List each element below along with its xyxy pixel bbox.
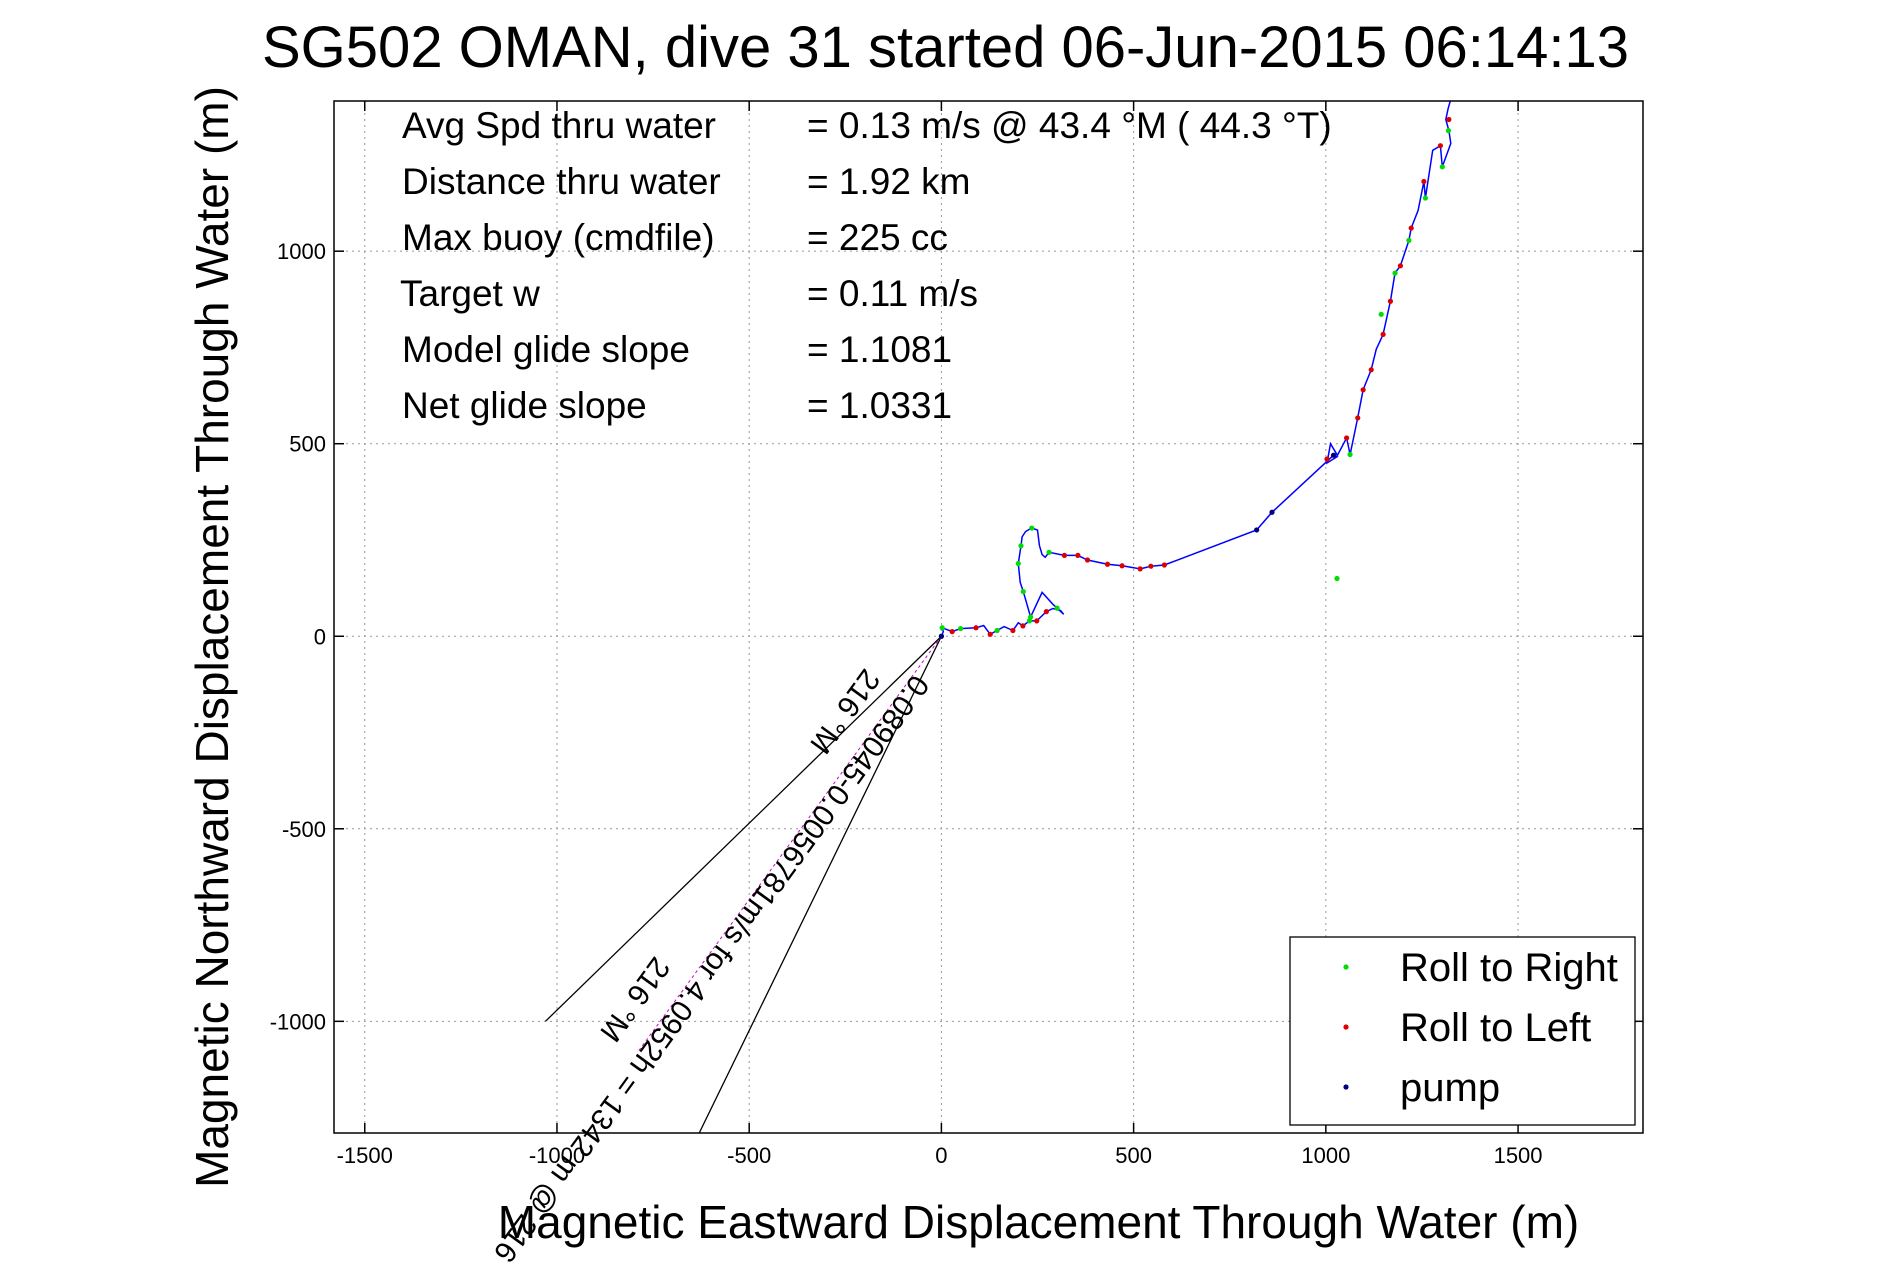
x-tick-label: -500 [727, 1143, 771, 1168]
roll-left-point [973, 625, 979, 631]
legend-label: Roll to Right [1400, 946, 1618, 990]
roll-right-point [1015, 560, 1021, 567]
y-tick-label: 500 [289, 432, 326, 457]
roll-left-point [1104, 561, 1111, 567]
roll-left-point [1020, 623, 1026, 629]
cone-annotation-main: 0.089045-0.0056781m/s for 4.0952h = 1342… [460, 669, 935, 1262]
pump-point [938, 633, 945, 639]
y-tick-label: -500 [282, 817, 326, 842]
legend-marker [1343, 1084, 1349, 1090]
y-tick-label: -1000 [270, 1009, 326, 1034]
roll-left-point [1119, 563, 1125, 569]
chart-title: SG502 OMAN, dive 31 started 06-Jun-2015 … [262, 15, 1629, 80]
track-markers [938, 116, 1452, 639]
roll-left-point [1137, 566, 1143, 572]
plot-frame [333, 100, 1644, 1134]
roll-left-point [1408, 225, 1414, 231]
pump-point [1269, 509, 1275, 515]
roll-right-point [1445, 128, 1452, 134]
roll-left-point [1324, 456, 1330, 462]
x-tick-label: 1000 [1301, 1143, 1350, 1168]
stat-value: = 1.0331 [807, 385, 952, 426]
axis-ticks: -1500 -1000 -500 0 500 1000 1500 -1000 -500 0 500 1… [270, 101, 1643, 1168]
stat-label: Target w [400, 273, 540, 314]
roll-right-point [994, 627, 1000, 634]
roll-right-point [1334, 575, 1340, 582]
roll-left-point [1084, 557, 1091, 563]
pump-point [1330, 452, 1337, 458]
cone-annotations: 0.089045-0.0056781m/s for 4.0952h = 1342… [460, 663, 935, 1262]
legend-label: pump [1400, 1066, 1500, 1110]
legend-marker [1343, 1024, 1349, 1030]
stat-label: Net glide slope [402, 385, 647, 426]
stat-value: = 225 cc [807, 217, 948, 258]
stat-label: Model glide slope [402, 329, 690, 370]
roll-left-point [1034, 618, 1040, 624]
roll-right-point [958, 625, 964, 632]
roll-left-point [1010, 627, 1016, 634]
stat-value: = 0.11 m/s [807, 273, 978, 314]
y-tick-label: 0 [314, 624, 326, 649]
glider-track [940, 101, 1452, 637]
x-tick-label: -1000 [529, 1143, 585, 1168]
dive-statistics: Avg Spd thru water = 0.13 m/s @ 43.4 °M (… [400, 105, 1332, 426]
roll-right-point [1392, 270, 1398, 276]
roll-left-point [1355, 415, 1361, 421]
roll-right-point [1054, 605, 1060, 611]
pump-point [1254, 527, 1260, 533]
roll-left-point [949, 629, 955, 635]
roll-right-point [1018, 543, 1024, 549]
roll-left-point [1043, 609, 1049, 615]
roll-left-point [1061, 552, 1068, 558]
y-tick-label: 1000 [277, 239, 326, 264]
roll-right-point [1029, 525, 1035, 531]
cone-edge-line [698, 635, 942, 1133]
x-tick-label: 1500 [1494, 1143, 1543, 1168]
roll-left-point [1148, 563, 1154, 569]
stat-value: = 0.13 m/s @ 43.4 °M ( 44.3 °T) [807, 105, 1332, 146]
legend-marker [1343, 964, 1349, 970]
roll-right-point [1439, 164, 1445, 170]
roll-left-point [1380, 331, 1386, 337]
roll-left-point [1344, 435, 1350, 441]
roll-left-point [1446, 116, 1452, 123]
roll-left-point [1368, 367, 1374, 373]
roll-left-point [1437, 143, 1444, 149]
roll-left-point [987, 631, 993, 637]
track-line [940, 101, 1452, 637]
roll-right-point [939, 625, 945, 631]
roll-right-point [1406, 237, 1412, 243]
roll-right-point [1027, 614, 1034, 620]
stat-value: = 1.1081 [807, 329, 952, 370]
y-axis-label: Magnetic Northward Displacement Through … [186, 86, 238, 1188]
roll-left-point [1397, 263, 1404, 269]
stat-label: Avg Spd thru water [402, 105, 716, 146]
x-tick-label: -1500 [337, 1143, 393, 1168]
roll-left-point [1421, 178, 1427, 185]
legend: Roll to Right Roll to Left pump [1289, 936, 1636, 1126]
x-axis-label: Magnetic Eastward Displacement Through W… [498, 1196, 1579, 1248]
roll-left-point [1387, 298, 1394, 304]
roll-right-point [1378, 311, 1384, 317]
current-vector-line [637, 635, 942, 1053]
roll-left-point [1360, 387, 1366, 393]
current-cone [544, 635, 942, 1133]
roll-right-point [1347, 451, 1353, 458]
stat-value: = 1.92 km [807, 161, 971, 202]
roll-left-point [1075, 552, 1081, 558]
legend-label: Roll to Left [1400, 1006, 1591, 1050]
x-tick-label: 0 [935, 1143, 947, 1168]
stat-label: Distance thru water [402, 161, 721, 202]
stat-label: Max buoy (cmdfile) [402, 217, 715, 258]
cone-edge-line [544, 635, 942, 1022]
roll-right-point [1046, 549, 1052, 555]
roll-right-point [1020, 588, 1026, 595]
x-tick-label: 500 [1115, 1143, 1152, 1168]
roll-left-point [1161, 562, 1167, 568]
roll-right-point [1422, 195, 1429, 201]
